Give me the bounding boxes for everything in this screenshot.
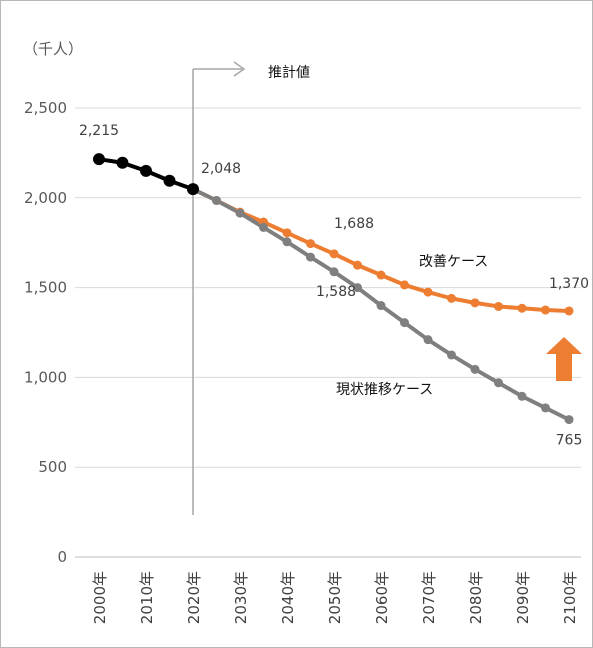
data-point xyxy=(447,350,456,360)
y-tick-label: 2,500 xyxy=(24,99,67,117)
y-tick-label: 500 xyxy=(38,458,67,476)
y-unit-label: （千人） xyxy=(23,40,83,58)
series-label-improved: 改善ケース xyxy=(419,254,488,270)
data-point xyxy=(353,260,362,270)
y-tick-label: 0 xyxy=(57,548,67,566)
gridlines xyxy=(75,107,581,558)
data-point xyxy=(140,164,152,177)
data-label: 765 xyxy=(556,433,583,449)
x-tick-label: 2020年 xyxy=(185,571,203,624)
data-point xyxy=(564,415,574,425)
data-point xyxy=(470,364,480,374)
data-point xyxy=(376,270,386,280)
x-tick-labels: 2000年 2010年 2020年 2030年 2040年 2050年 2060年 2070年… xyxy=(91,571,579,624)
x-tick-label: 2100年 xyxy=(561,571,579,624)
data-point xyxy=(517,303,527,313)
y-tick-label: 1,000 xyxy=(24,368,67,386)
data-point xyxy=(259,222,268,232)
x-tick-label: 2040年 xyxy=(279,571,297,624)
data-point xyxy=(400,280,409,290)
up-arrow-icon xyxy=(546,337,582,381)
data-label: 2,048 xyxy=(201,161,241,177)
estimate-label: 推計値 xyxy=(268,65,310,81)
data-label: 2,215 xyxy=(79,123,119,139)
data-point xyxy=(423,287,433,297)
data-point xyxy=(376,301,386,311)
data-label: 1,370 xyxy=(549,276,589,292)
data-point xyxy=(116,156,129,169)
series-label-current: 現状推移ケース xyxy=(336,382,433,398)
data-point xyxy=(187,183,199,196)
estimate-arrow-head-icon xyxy=(233,61,246,77)
data-point xyxy=(306,252,315,262)
data-point xyxy=(212,195,221,205)
data-point xyxy=(494,301,503,311)
x-tick-label: 2060年 xyxy=(373,571,391,624)
data-point xyxy=(447,293,456,303)
data-point xyxy=(470,298,480,308)
data-label: 1,588 xyxy=(316,284,356,300)
up-arrow xyxy=(546,337,582,381)
data-point xyxy=(306,239,315,249)
x-tick-label: 2030年 xyxy=(232,571,250,624)
data-point xyxy=(517,391,527,401)
y-tick-label: 1,500 xyxy=(24,279,67,297)
data-point xyxy=(541,305,550,315)
data-point xyxy=(400,318,409,328)
data-point xyxy=(494,378,503,388)
x-tick-label: 2010年 xyxy=(138,571,156,624)
data-point xyxy=(282,228,292,238)
data-labels: 2,215 2,048 1,688 1,588 1,370 765 xyxy=(79,123,589,448)
x-tick-label: 2070年 xyxy=(420,571,438,624)
x-tick-label: 2000年 xyxy=(91,571,109,624)
x-tick-label: 2080年 xyxy=(467,571,485,624)
y-tick-labels: 0 500 1,000 1,500 2,000 2,500 xyxy=(24,99,67,566)
series-line xyxy=(192,187,570,313)
data-point xyxy=(93,153,105,166)
data-point xyxy=(353,283,362,293)
estimate-marker xyxy=(192,61,246,515)
data-point xyxy=(282,237,292,247)
data-point xyxy=(163,174,176,187)
data-label: 1,688 xyxy=(334,216,374,232)
series-points xyxy=(93,153,574,425)
data-point xyxy=(329,249,339,259)
data-point xyxy=(423,335,433,345)
data-point xyxy=(235,208,245,218)
y-tick-label: 2,000 xyxy=(24,189,67,207)
x-tick-label: 2090年 xyxy=(514,571,532,624)
data-point xyxy=(541,403,550,413)
data-point xyxy=(564,306,574,316)
x-tick-label: 2050年 xyxy=(326,571,344,624)
data-point xyxy=(329,267,339,277)
